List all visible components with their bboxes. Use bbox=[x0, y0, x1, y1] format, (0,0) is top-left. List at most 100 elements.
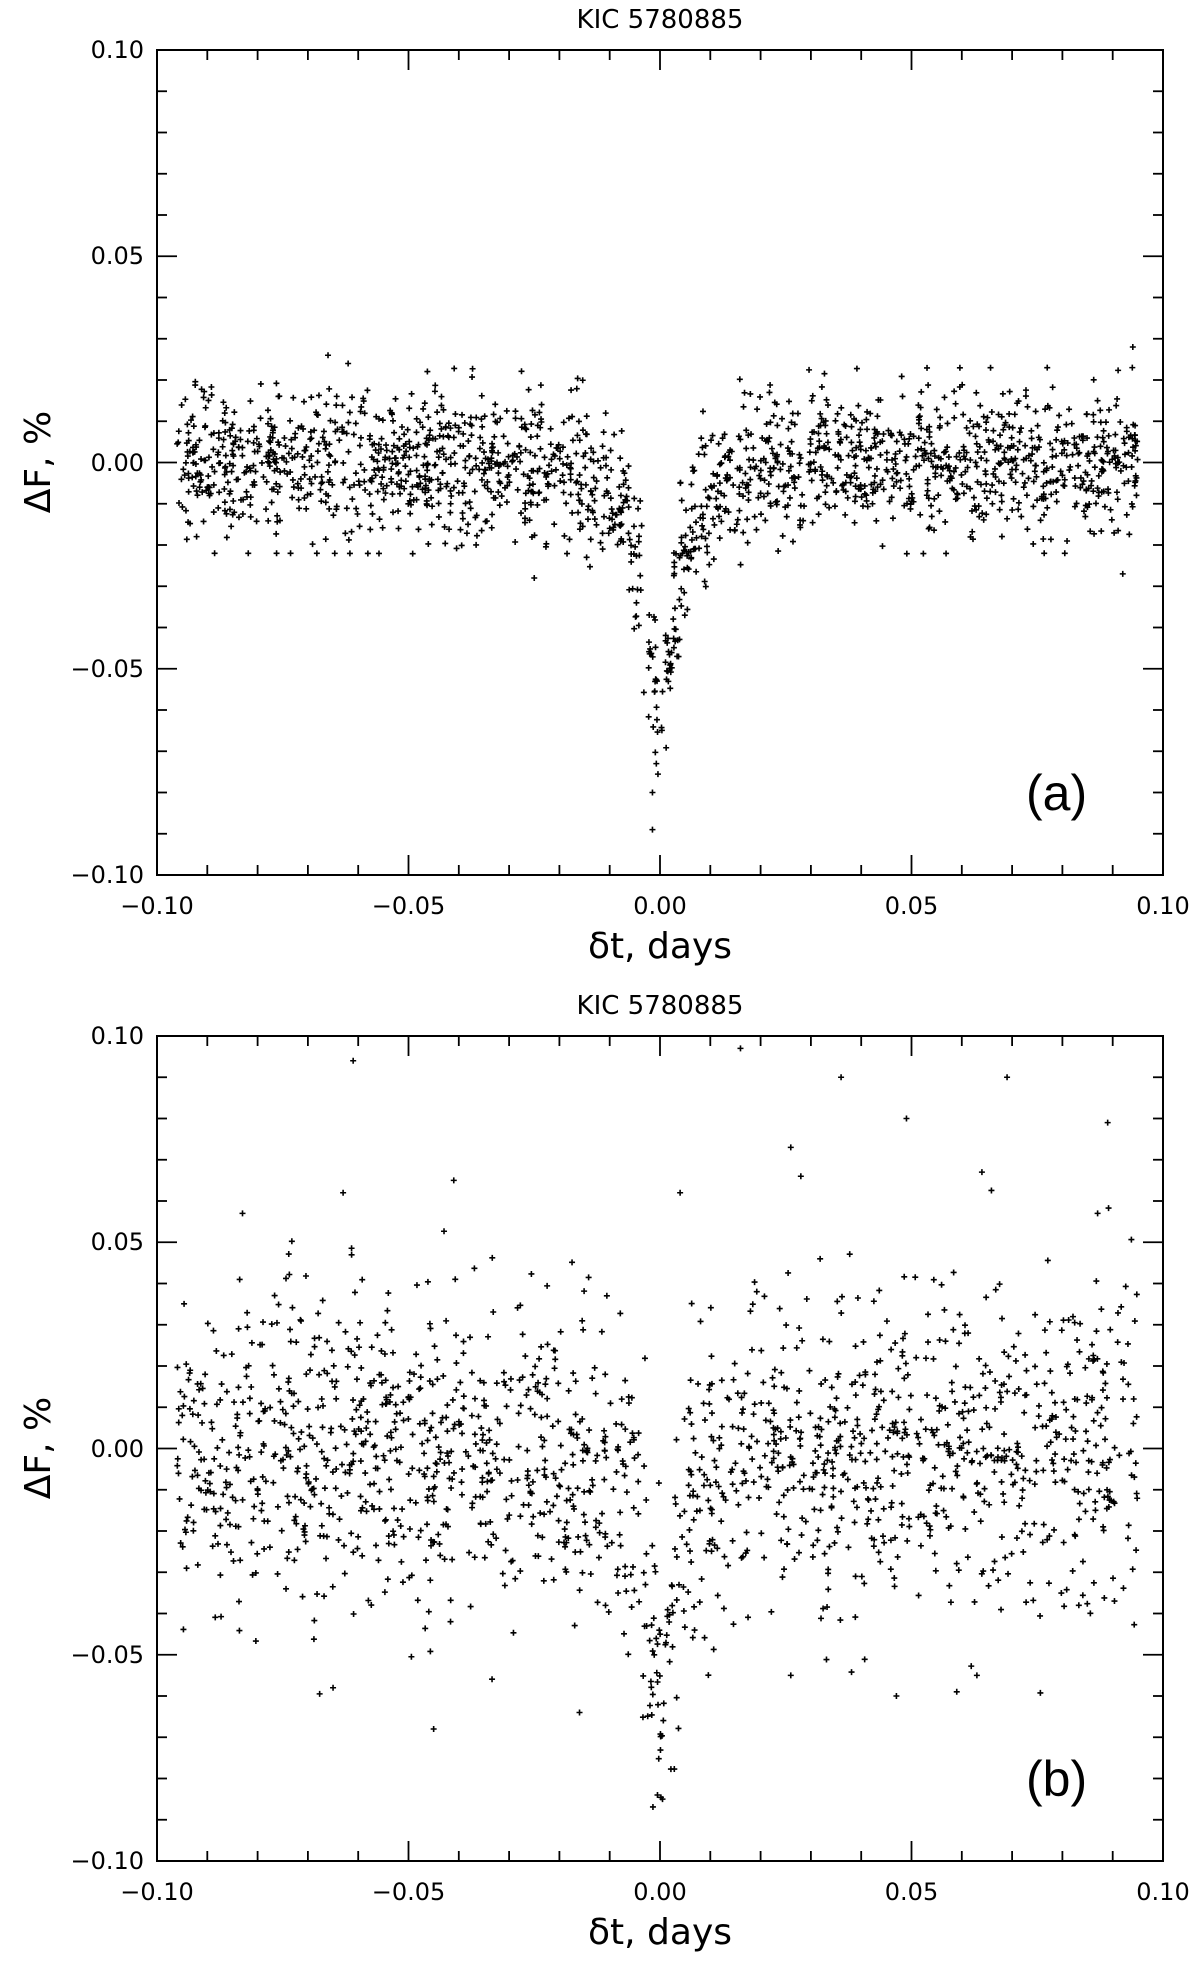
data-point bbox=[473, 532, 480, 539]
data-point bbox=[217, 1505, 224, 1512]
data-point bbox=[454, 478, 461, 485]
data-point bbox=[592, 1524, 599, 1531]
data-point bbox=[1072, 1428, 1079, 1435]
data-point bbox=[287, 1338, 294, 1345]
data-point bbox=[1089, 1341, 1096, 1348]
data-point bbox=[969, 507, 976, 514]
data-point bbox=[981, 488, 988, 495]
data-point bbox=[613, 1468, 620, 1475]
data-point bbox=[584, 516, 591, 523]
data-point bbox=[308, 480, 315, 487]
data-point bbox=[581, 1288, 588, 1295]
data-point bbox=[333, 506, 340, 513]
data-point bbox=[826, 504, 833, 511]
data-point bbox=[459, 1430, 466, 1437]
data-point bbox=[179, 503, 186, 510]
data-point bbox=[391, 429, 398, 436]
data-point bbox=[333, 393, 340, 400]
data-point bbox=[1071, 434, 1078, 441]
data-point bbox=[1116, 459, 1123, 466]
data-point bbox=[721, 431, 728, 438]
data-point bbox=[990, 438, 997, 445]
data-point bbox=[382, 1517, 389, 1524]
data-point bbox=[898, 373, 905, 380]
data-point bbox=[897, 477, 904, 484]
data-point bbox=[838, 1074, 845, 1081]
data-point bbox=[416, 1467, 423, 1474]
data-point bbox=[1044, 504, 1051, 511]
panel-a: KIC 5780885 −0.10 −0.05 0.00 0.05 0.10 0… bbox=[18, 5, 1190, 967]
data-point bbox=[1129, 503, 1136, 510]
data-point bbox=[870, 1485, 877, 1492]
data-point bbox=[311, 1491, 318, 1498]
data-point bbox=[1128, 463, 1135, 470]
data-point bbox=[994, 1445, 1001, 1452]
data-point bbox=[912, 1274, 919, 1281]
data-point bbox=[793, 1399, 800, 1406]
data-point bbox=[314, 448, 321, 455]
data-point bbox=[381, 1350, 388, 1357]
data-point bbox=[964, 464, 971, 471]
data-point bbox=[1045, 1580, 1052, 1587]
data-point bbox=[617, 1542, 624, 1549]
data-point bbox=[666, 1658, 673, 1665]
data-point bbox=[460, 443, 467, 450]
data-point bbox=[600, 429, 607, 436]
data-point bbox=[443, 483, 450, 490]
data-point bbox=[551, 1365, 558, 1372]
data-point bbox=[197, 471, 204, 478]
data-point bbox=[311, 1617, 318, 1624]
data-point bbox=[523, 426, 530, 433]
data-point bbox=[817, 1255, 824, 1262]
data-point bbox=[192, 382, 199, 389]
data-point bbox=[991, 1468, 998, 1475]
data-point bbox=[447, 1618, 454, 1625]
data-point bbox=[859, 419, 866, 426]
data-point bbox=[379, 417, 386, 424]
data-point bbox=[1005, 459, 1012, 466]
data-point bbox=[421, 1450, 428, 1457]
data-point bbox=[910, 433, 917, 440]
data-point bbox=[1040, 483, 1047, 490]
data-point bbox=[471, 488, 478, 495]
data-point bbox=[419, 486, 426, 493]
data-point bbox=[1123, 424, 1130, 431]
data-point bbox=[391, 1541, 398, 1548]
data-point bbox=[413, 429, 420, 436]
data-point bbox=[704, 1476, 711, 1483]
data-point bbox=[967, 1384, 974, 1391]
data-point bbox=[503, 499, 510, 506]
data-point bbox=[1113, 402, 1120, 409]
data-point bbox=[434, 1376, 441, 1383]
data-point bbox=[186, 1370, 193, 1377]
data-point bbox=[796, 451, 803, 458]
data-point bbox=[289, 494, 296, 501]
data-point bbox=[444, 1523, 451, 1530]
data-point bbox=[276, 517, 283, 524]
data-point bbox=[578, 485, 585, 492]
data-point bbox=[447, 509, 454, 516]
data-point bbox=[974, 449, 981, 456]
data-point bbox=[181, 1393, 188, 1400]
data-point bbox=[779, 1574, 786, 1581]
data-point bbox=[364, 1409, 371, 1416]
data-point bbox=[601, 1447, 608, 1454]
data-point bbox=[627, 1571, 634, 1578]
data-point bbox=[236, 1627, 243, 1634]
data-point bbox=[1032, 1311, 1039, 1318]
data-point bbox=[576, 497, 583, 504]
data-point bbox=[883, 456, 890, 463]
data-point bbox=[575, 491, 582, 498]
data-point bbox=[220, 399, 227, 406]
data-point bbox=[424, 441, 431, 448]
data-point bbox=[1098, 489, 1105, 496]
data-point bbox=[301, 463, 308, 470]
data-point bbox=[462, 457, 469, 464]
data-point bbox=[332, 428, 339, 435]
data-point bbox=[448, 1484, 455, 1491]
data-point bbox=[698, 435, 705, 442]
data-point bbox=[569, 1259, 576, 1266]
data-point bbox=[871, 434, 878, 441]
data-point bbox=[990, 470, 997, 477]
data-point bbox=[400, 454, 407, 461]
